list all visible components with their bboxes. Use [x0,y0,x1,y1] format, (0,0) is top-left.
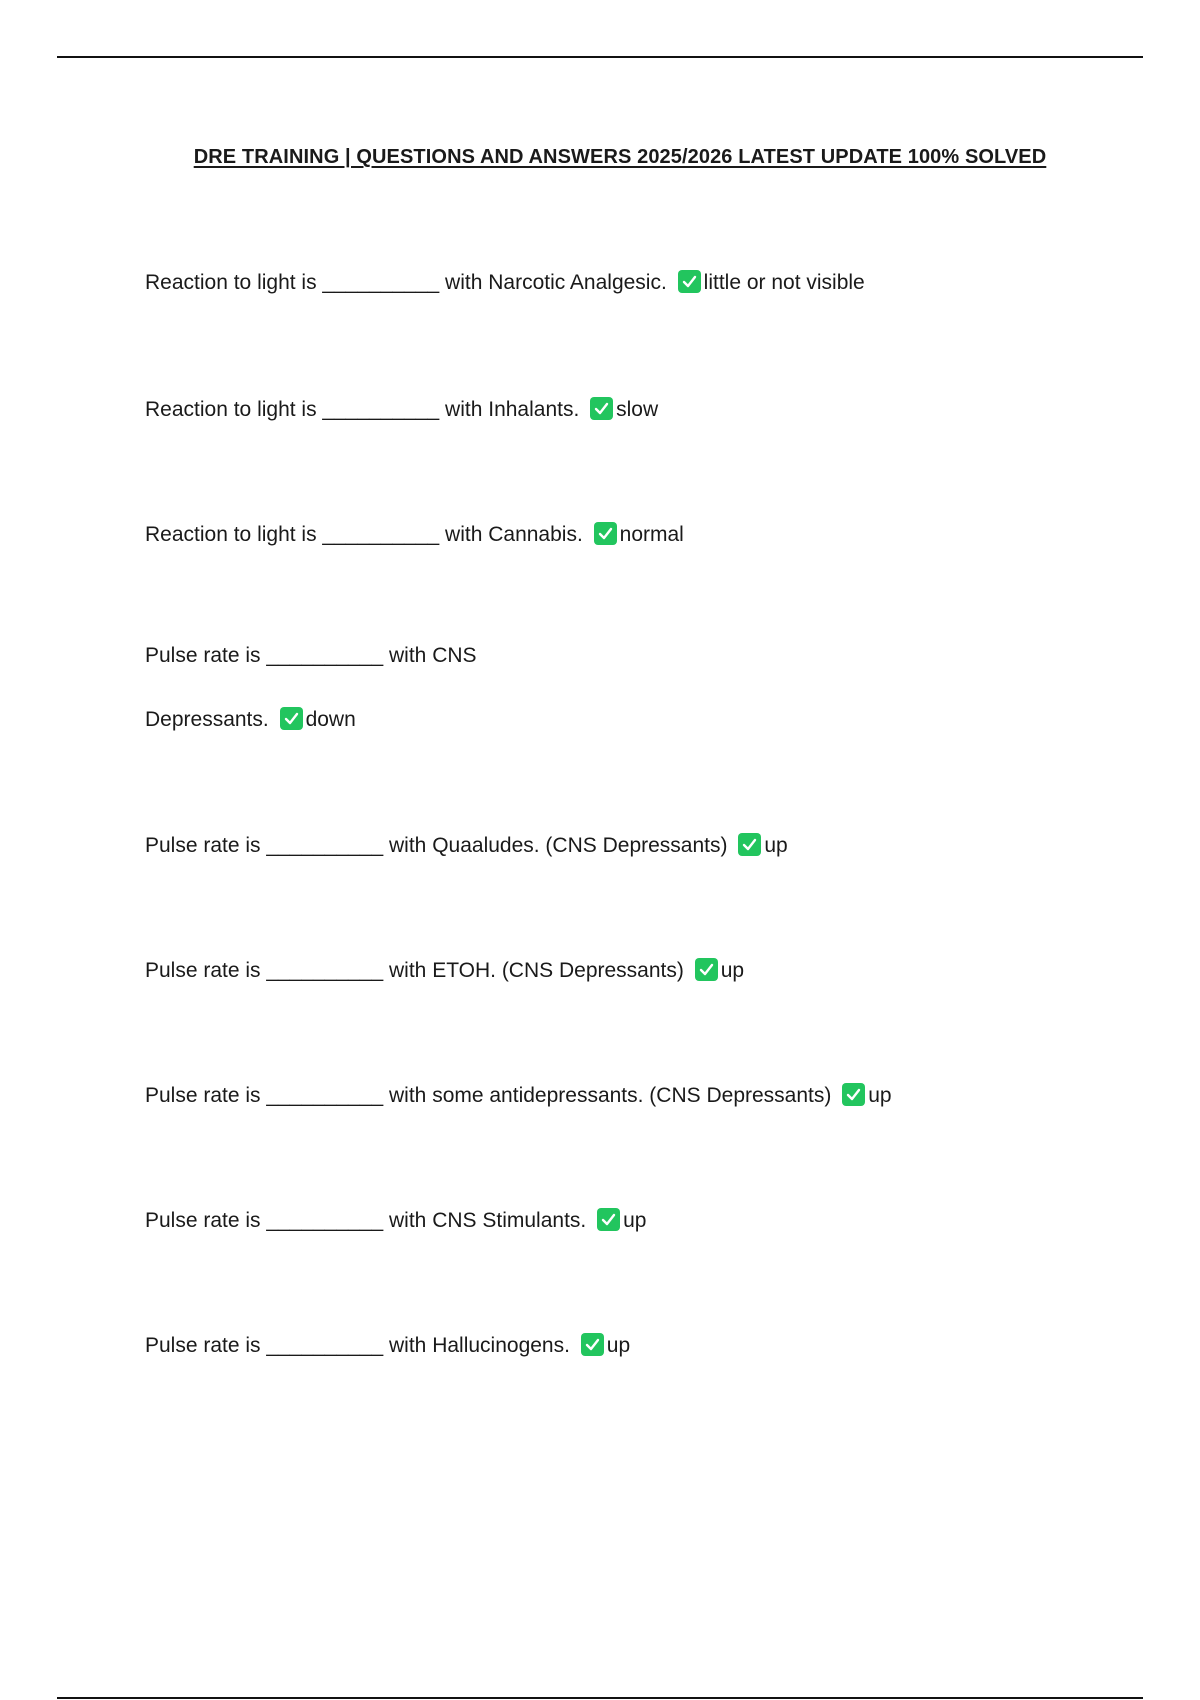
check-mark-icon [842,1083,866,1106]
check-mark-icon [590,397,614,420]
answer-text: up [764,834,788,857]
check-mark-icon [597,1208,621,1231]
check-mark-icon [580,1333,604,1356]
question-text: Reaction to light is __________ with Inh… [145,398,580,421]
check-mark-icon [279,707,303,730]
qa-item: Pulse rate is __________ with Hallucinog… [145,1331,630,1361]
check-mark-icon [593,522,617,545]
question-text: Pulse rate is __________ with Hallucinog… [145,1334,570,1357]
qa-item-continuation: Depressants. down [145,705,356,735]
top-rule [57,56,1143,58]
check-mark-icon [738,833,762,856]
qa-item: Pulse rate is __________ with CNS Stimul… [145,1206,646,1236]
qa-item: Reaction to light is __________ with Can… [145,520,684,550]
answer-text: slow [616,398,659,421]
answer-text: up [623,1209,647,1232]
question-text: Pulse rate is __________ with some antid… [145,1084,832,1107]
question-text: Pulse rate is __________ with Quaaludes.… [145,834,728,857]
question-text: Pulse rate is __________ with CNS Stimul… [145,1209,587,1232]
check-mark-icon [694,958,718,981]
answer-text: up [720,959,745,982]
qa-item: Pulse rate is __________ with some antid… [145,1081,892,1111]
qa-item: Reaction to light is __________ with Nar… [145,268,865,298]
question-text: Reaction to light is __________ with Can… [145,523,583,546]
document-title: DRE TRAINING | QUESTIONS AND ANSWERS 202… [193,146,1047,168]
qa-item: Pulse rate is __________ with ETOH. (CNS… [145,956,744,986]
answer-text: down [305,708,356,731]
answer-text: up [606,1334,631,1357]
answer-text: normal [619,523,684,546]
question-text: Pulse rate is __________ with ETOH. (CNS… [145,959,684,982]
bottom-rule [57,1697,1143,1699]
question-text: Reaction to light is __________ with Nar… [145,271,667,294]
qa-item: Pulse rate is __________ with CNS [145,641,477,671]
answer-text: little or not visible [703,271,865,294]
check-mark-icon [677,270,701,293]
qa-item: Reaction to light is __________ with Inh… [145,395,658,425]
question-text: Pulse rate is __________ with CNS [145,644,477,667]
qa-item: Pulse rate is __________ with Quaaludes.… [145,831,788,861]
question-text: Depressants. [145,708,269,731]
answer-text: up [868,1084,892,1107]
